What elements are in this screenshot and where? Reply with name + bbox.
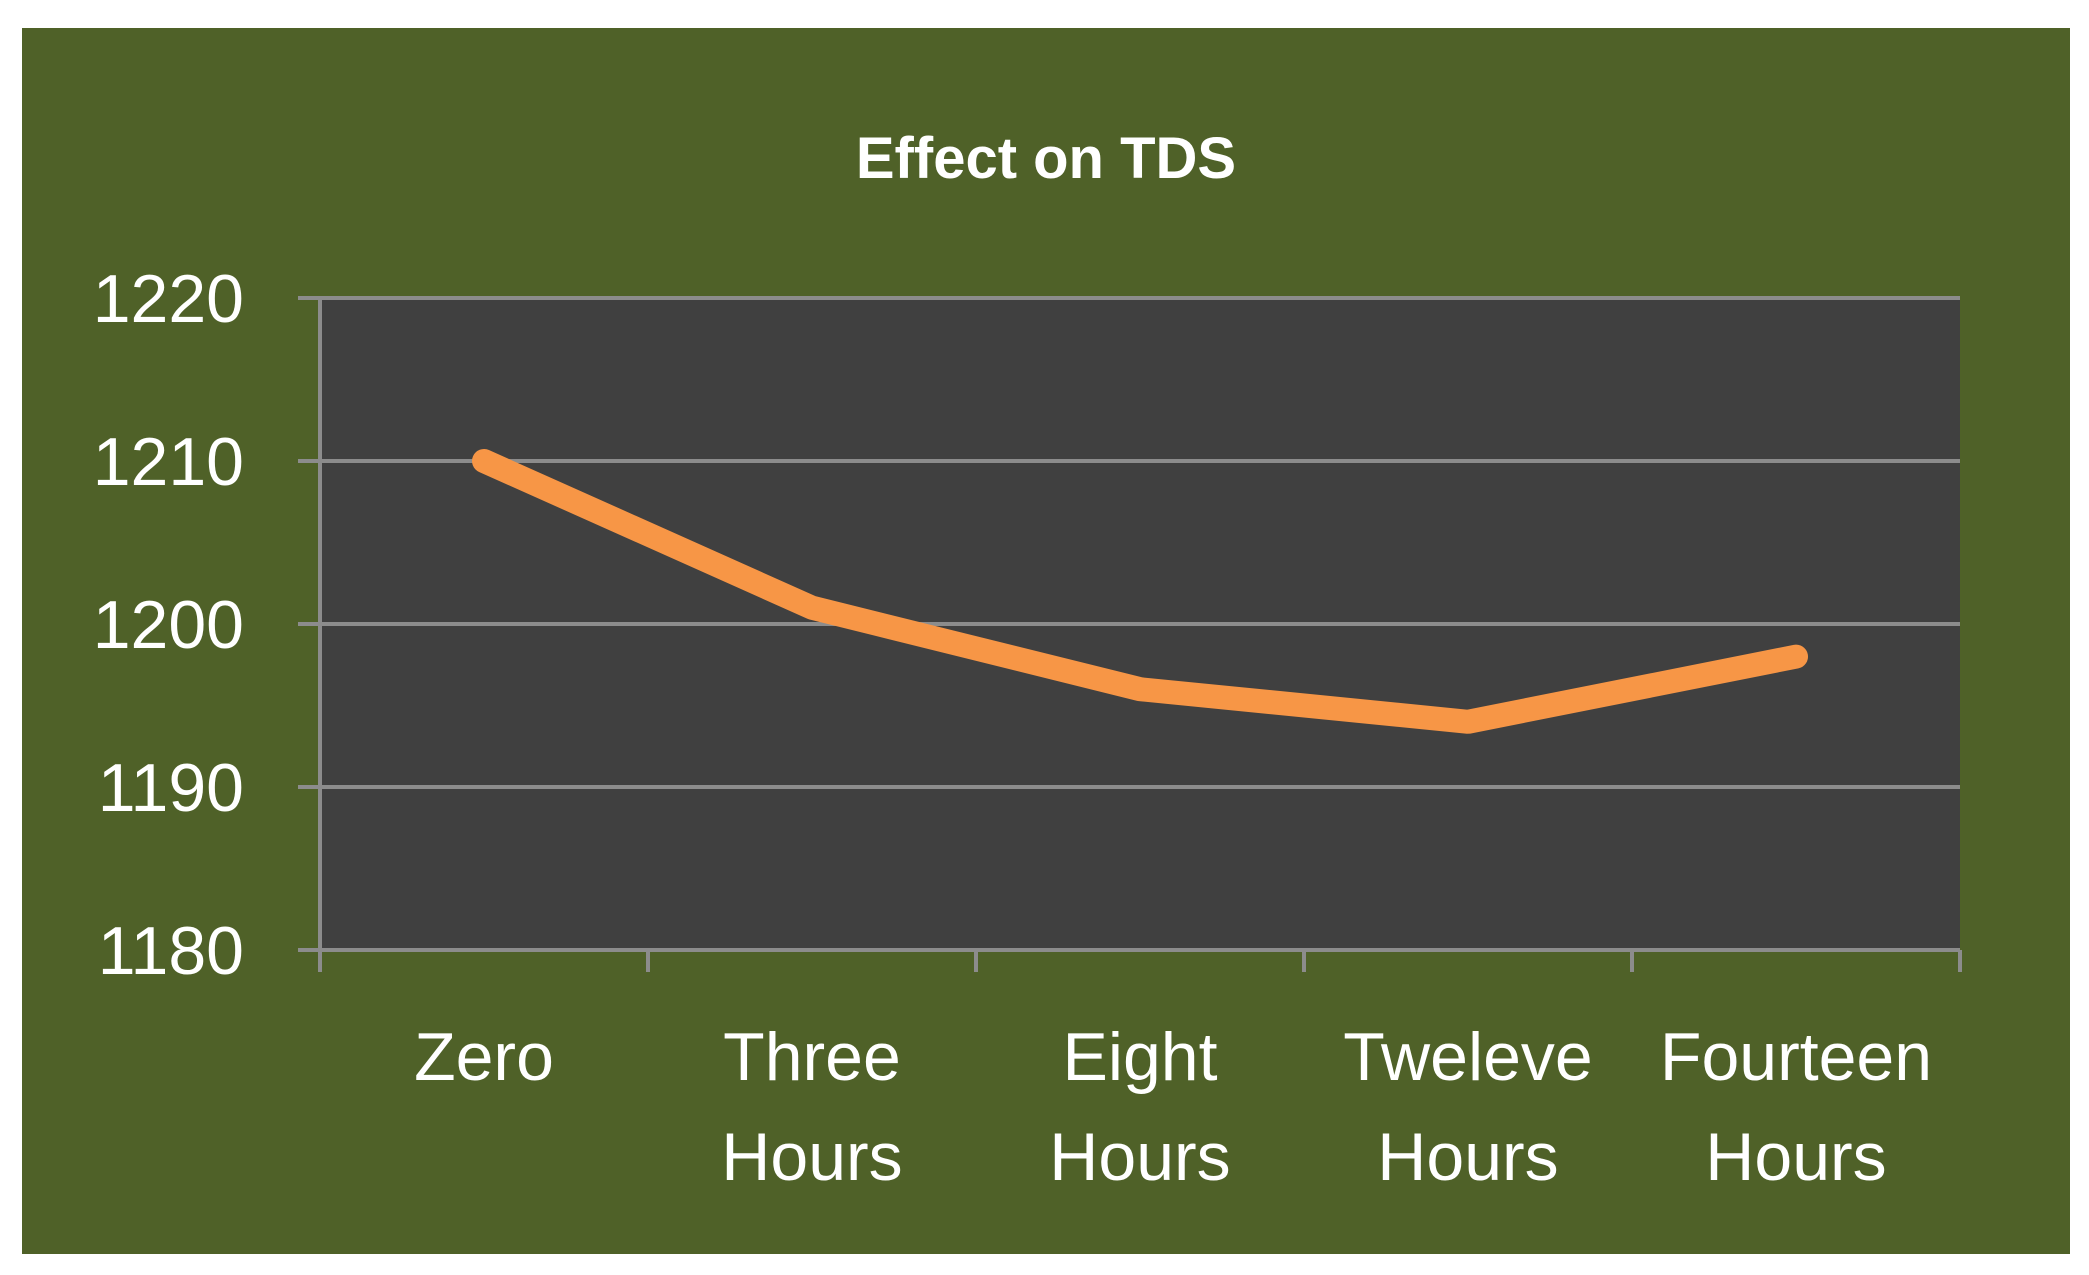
x-tick-label: Tweleve Hours — [1343, 1019, 1592, 1195]
series — [472, 449, 1808, 734]
grid-lines — [320, 296, 1960, 789]
x-tick-label: Eight Hours — [1049, 1019, 1230, 1195]
y-tick-labels: 1180 1190 1200 1210 1220 — [93, 261, 244, 989]
x-tick-label-line: Zero — [414, 1019, 554, 1095]
data-point — [811, 606, 813, 609]
y-tick-label: 1190 — [98, 750, 244, 826]
x-tick-label: Three Hours — [721, 1019, 902, 1195]
y-tick-label: 1180 — [98, 913, 244, 989]
axes — [298, 296, 1962, 972]
data-point — [1139, 688, 1141, 691]
x-tick-label-line: Hours — [1705, 1119, 1886, 1195]
data-point — [1467, 720, 1469, 723]
chart: Effect on TDS 1180 1190 1200 1210 1220 Zero T… — [22, 28, 2070, 1254]
x-tick-label-line: Hours — [1049, 1119, 1230, 1195]
x-tick-label-line: Three — [723, 1019, 901, 1095]
x-tick-label-line: Fourteen — [1660, 1019, 1932, 1095]
y-tick-label: 1220 — [93, 261, 244, 337]
data-point — [483, 460, 485, 462]
y-tick-label: 1200 — [93, 587, 244, 663]
x-tick-label-line: Eight — [1063, 1019, 1218, 1095]
chart-frame: Effect on TDS 1180 1190 1200 1210 1220 Zero T… — [22, 28, 2070, 1254]
x-tick-label-line: Hours — [721, 1119, 902, 1195]
data-point — [1795, 655, 1797, 658]
x-tick-label-line: Hours — [1377, 1119, 1558, 1195]
x-tick-label: Fourteen Hours — [1660, 1019, 1932, 1195]
x-tick-label: Zero — [414, 1019, 554, 1095]
x-tick-label-line: Tweleve — [1343, 1019, 1592, 1095]
y-tick-label: 1210 — [93, 424, 244, 500]
chart-title: Effect on TDS — [856, 126, 1236, 191]
